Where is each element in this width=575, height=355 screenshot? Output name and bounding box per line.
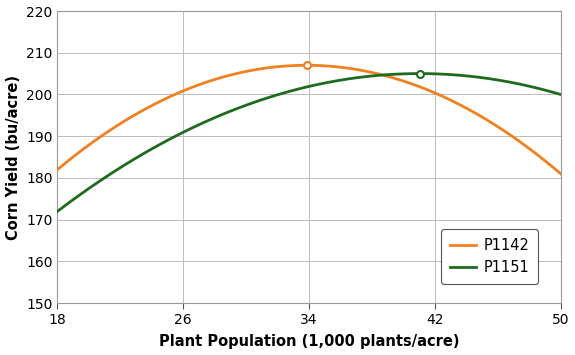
Line: P1142: P1142 [58, 65, 561, 174]
Line: P1151: P1151 [58, 73, 561, 211]
Legend: P1142, P1151: P1142, P1151 [442, 229, 538, 284]
Y-axis label: Corn Yield (bu/acre): Corn Yield (bu/acre) [6, 75, 21, 240]
P1151 [296, 87, 303, 91]
P1142 [546, 162, 553, 166]
X-axis label: Plant Population (1,000 plants/acre): Plant Population (1,000 plants/acre) [159, 334, 459, 349]
P1151 [546, 89, 553, 93]
P1151 [416, 71, 423, 76]
P1142 [303, 63, 310, 67]
P1142 [54, 168, 61, 172]
P1142 [293, 63, 300, 67]
P1142 [557, 171, 564, 176]
P1151 [293, 87, 300, 92]
P1151 [557, 92, 564, 97]
P1142 [355, 67, 362, 72]
P1151 [467, 74, 474, 78]
P1142 [467, 109, 474, 113]
P1151 [354, 76, 361, 80]
P1151 [326, 80, 333, 84]
P1151 [54, 209, 61, 213]
P1142 [327, 64, 334, 69]
P1142 [296, 63, 303, 67]
